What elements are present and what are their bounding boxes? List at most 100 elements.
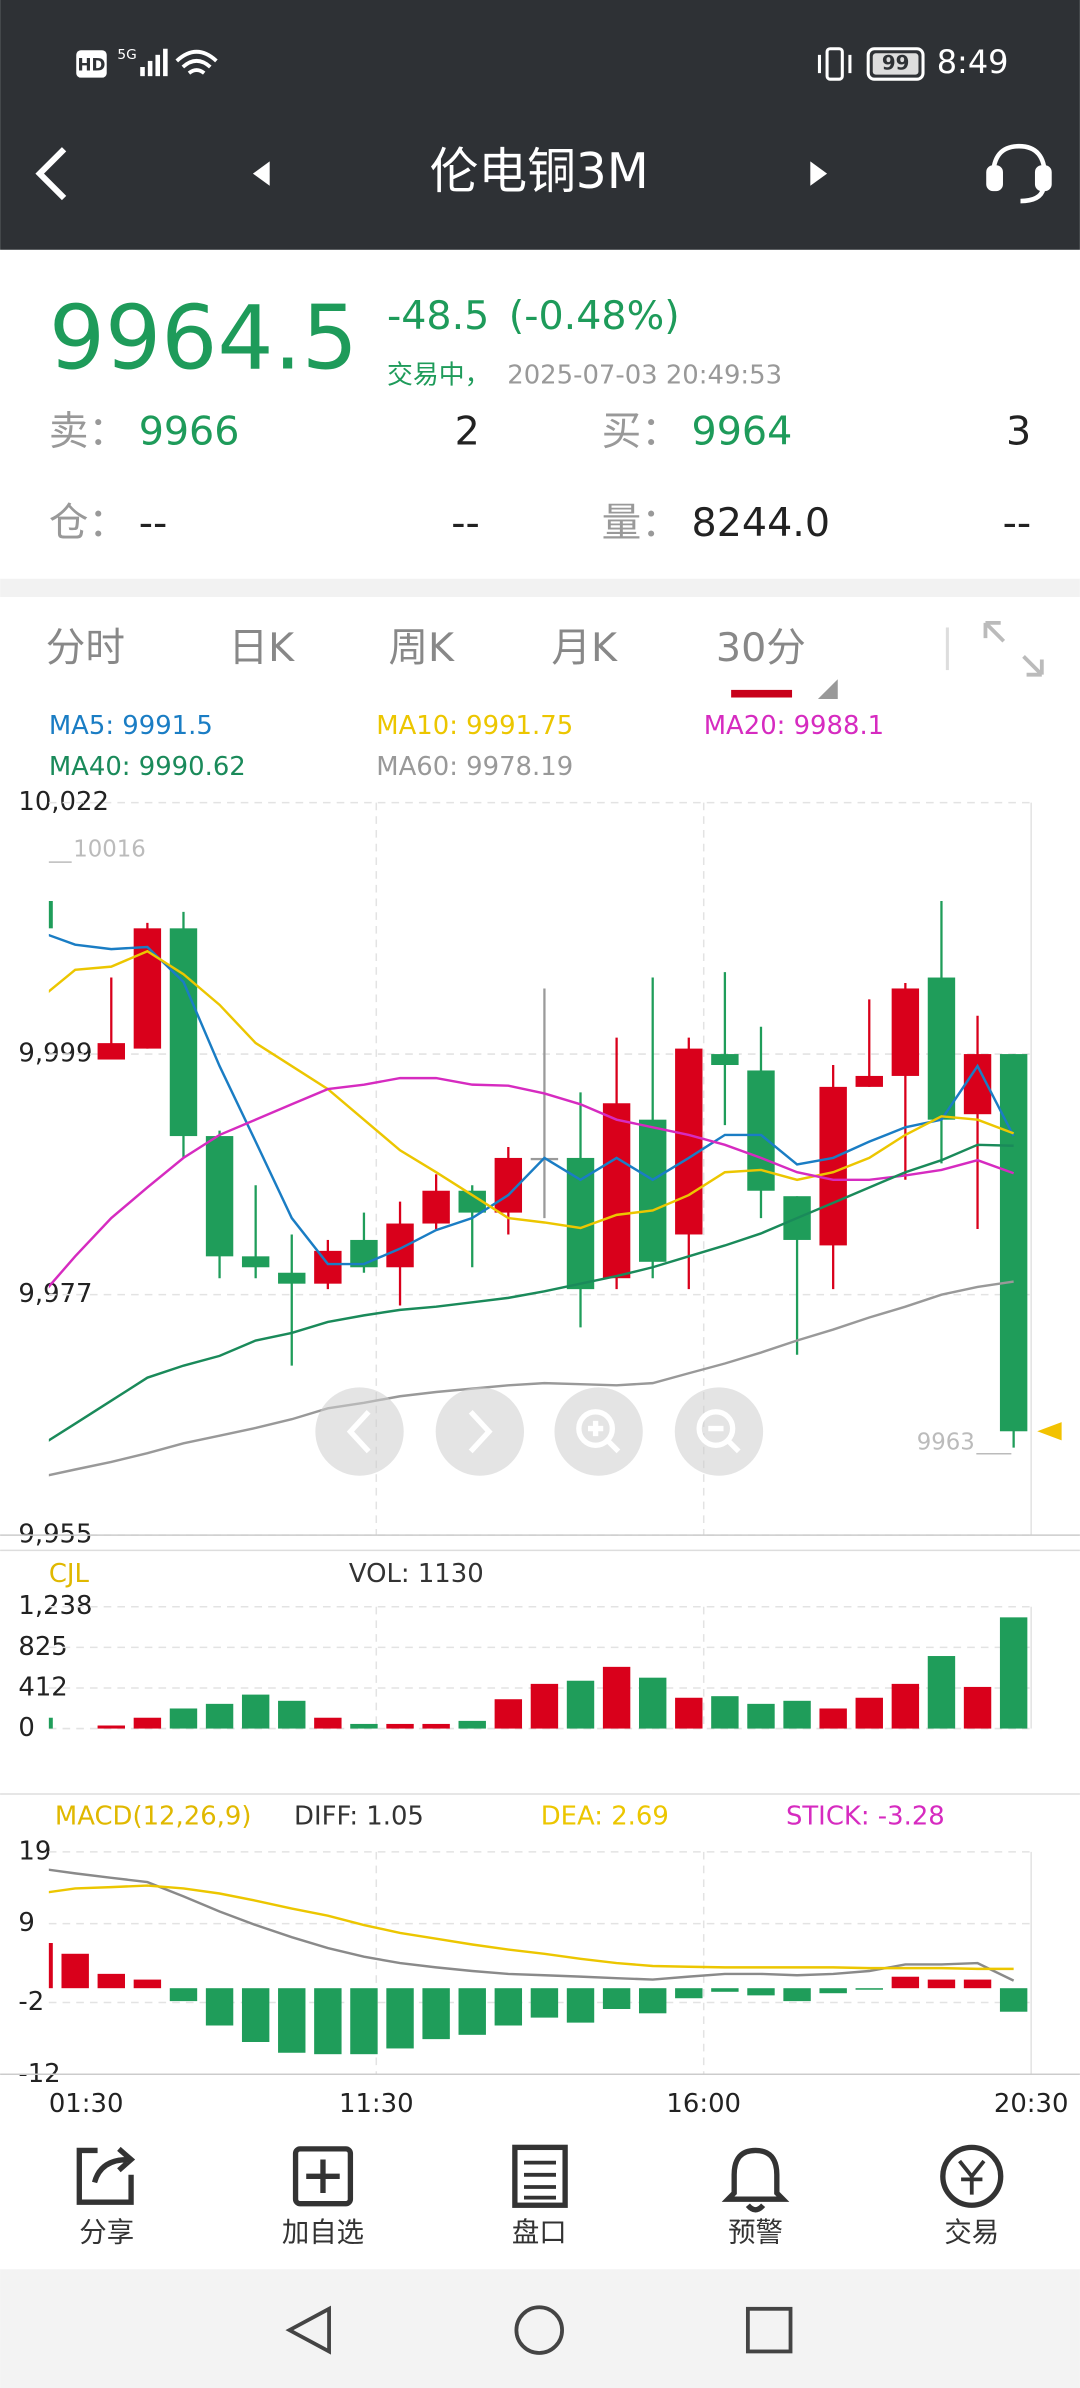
macd-bar [855, 1988, 883, 1990]
indicator-line [48, 1076, 1015, 1289]
indicator-line [48, 1868, 1015, 1982]
tab[interactable]: 周K [388, 625, 455, 671]
macd-bars [48, 1943, 1028, 2055]
quote-qty: 2 [455, 409, 480, 455]
volume-bar [675, 1697, 703, 1729]
quote-value: -- [139, 500, 168, 546]
candle-body [999, 1054, 1028, 1432]
prev-button[interactable] [252, 161, 270, 186]
legend-entry: DIFF: 1.05 [294, 1801, 424, 1831]
wifi-icon [175, 49, 218, 75]
candle-body [422, 1190, 450, 1224]
volume-bar [602, 1666, 631, 1729]
orderbook-icon[interactable] [512, 2144, 568, 2208]
scroll-right-button[interactable] [435, 1387, 525, 1476]
scroll-left-button[interactable] [315, 1387, 404, 1476]
legend-entry: MA40: 9990.62 [49, 752, 246, 782]
toolbar-label: 分享 [79, 2218, 134, 2249]
share-icon[interactable] [76, 2146, 136, 2205]
service-button[interactable] [986, 143, 1052, 204]
signal-bars [140, 48, 168, 77]
macd-bar [891, 1976, 920, 1989]
volume-bar [205, 1703, 234, 1729]
macd-bar [133, 1979, 162, 1989]
nav-home[interactable] [514, 2305, 564, 2355]
price-change-percent: (-0.48%) [509, 293, 680, 339]
y-tick-label: 825 [18, 1632, 67, 1662]
vibrate-icon [817, 47, 852, 81]
chart-controls [315, 1387, 764, 1476]
zoom-out-button[interactable] [674, 1387, 764, 1476]
macd-bar [48, 1943, 53, 1989]
volume-bar [278, 1700, 306, 1729]
quote-label: 量： [602, 500, 681, 546]
toolbar-label: 加自选 [282, 2218, 364, 2249]
macd-bar [819, 1988, 847, 1994]
macd-bar [314, 1988, 342, 2055]
y-tick-label: 412 [18, 1673, 67, 1703]
zoom-in-button[interactable] [554, 1387, 643, 1476]
battery-label: 99 [882, 51, 910, 74]
watchlist-icon[interactable] [292, 2146, 354, 2207]
tab[interactable]: 30分 [716, 625, 806, 671]
macd-bar [566, 1988, 595, 2023]
legend-entry: STICK: -3.28 [786, 1801, 945, 1831]
macd-bar [458, 1988, 486, 2035]
nav-recent[interactable] [745, 2306, 793, 2354]
panel-title: CJL [49, 1559, 90, 1589]
volume-bar [783, 1700, 811, 1729]
volume-bar [819, 1708, 847, 1729]
macd-bar [675, 1988, 703, 1999]
tab-dropdown[interactable] [817, 679, 838, 700]
system-nav [0, 2269, 1080, 2388]
x-tick-label: 20:30 [994, 2089, 1069, 2119]
volume-bar [241, 1694, 270, 1729]
macd-bar [711, 1988, 739, 1992]
indicator-line [48, 1280, 1014, 1477]
trade-icon[interactable] [940, 2144, 1004, 2208]
volume-bar [711, 1696, 739, 1729]
header-title: 伦电铜3M [430, 144, 649, 200]
candle-body [97, 1043, 125, 1060]
quote-label: 仓： [49, 500, 128, 546]
last-price: 9964.5 [49, 287, 358, 390]
candle-body [350, 1239, 378, 1268]
candle-body [891, 988, 920, 1076]
macd-bar [169, 1988, 198, 2002]
macd-bar [386, 1988, 414, 2049]
candle-body [241, 1256, 270, 1268]
volume-bar [422, 1723, 450, 1729]
candle-body [602, 1103, 631, 1279]
fullscreen-button[interactable] [983, 620, 1044, 677]
tab[interactable]: 日K [229, 625, 296, 671]
y-tick-label: 19 [18, 1836, 51, 1866]
candle-body [386, 1223, 414, 1268]
nav-back[interactable] [285, 2305, 331, 2355]
indicator-line [48, 949, 1015, 1230]
quote-label: 卖： [49, 409, 128, 455]
min-label: 9963 [917, 1430, 975, 1456]
volume-bar [747, 1703, 775, 1729]
tab[interactable]: 分时 [46, 625, 125, 671]
macd-bar [97, 1973, 125, 1989]
volume-bar [458, 1720, 486, 1729]
macd-bar [61, 1953, 89, 1989]
price-change: -48.5 [387, 293, 489, 339]
back-button[interactable] [35, 147, 67, 201]
volume-bar [314, 1717, 342, 1729]
hd-icon [76, 50, 107, 78]
macd-bar [241, 1988, 270, 2042]
candle-body [638, 1119, 667, 1262]
section-divider [0, 578, 1080, 597]
macd-bar [350, 1988, 378, 2055]
next-button[interactable] [810, 161, 828, 186]
y-tick-label: -2 [18, 1987, 44, 2017]
candle-body [458, 1190, 486, 1213]
tab[interactable]: 月K [551, 625, 618, 671]
volume-bar [386, 1723, 414, 1729]
quote-label: 买： [602, 409, 681, 455]
macd-bar [278, 1988, 306, 2053]
alert-icon[interactable] [721, 2147, 790, 2213]
y-tick-label: 9 [18, 1908, 34, 1938]
